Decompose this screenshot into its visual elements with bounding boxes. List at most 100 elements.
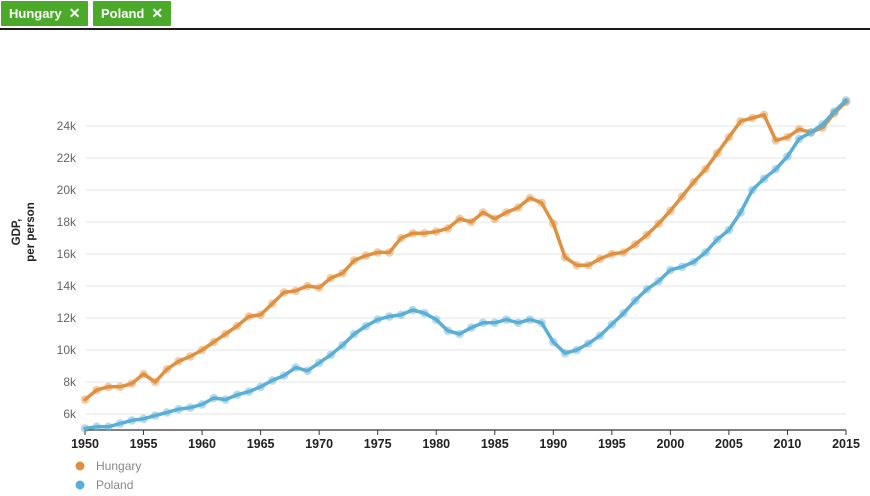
data-point-poland [174, 404, 183, 414]
data-point-hungary [724, 132, 734, 142]
data-point-poland [396, 310, 406, 320]
data-point-hungary [642, 230, 652, 240]
data-point-hungary [104, 382, 113, 392]
data-point-poland [443, 326, 453, 336]
data-point-poland [736, 208, 745, 217]
data-point-hungary [373, 248, 382, 257]
data-point-hungary [584, 260, 593, 270]
data-point-poland [537, 318, 546, 328]
data-point-poland [584, 339, 593, 348]
data-point-hungary [303, 281, 312, 291]
data-point-poland [502, 315, 511, 324]
legend-label-poland: Poland [96, 478, 133, 492]
data-point-poland [431, 315, 441, 324]
data-point-hungary [560, 252, 570, 262]
y-tick-label: 18k [57, 215, 77, 229]
data-point-poland [630, 296, 640, 305]
data-point-hungary [349, 256, 359, 265]
data-point-hungary [502, 208, 511, 217]
close-icon[interactable]: ✕ [68, 5, 81, 21]
filter-chip-label: Hungary [9, 6, 62, 21]
data-point-hungary [771, 136, 781, 145]
data-point-hungary [256, 310, 265, 320]
data-point-hungary [385, 248, 394, 257]
data-point-poland [759, 174, 769, 184]
y-tick-label: 16k [57, 247, 77, 261]
data-point-poland [666, 265, 675, 275]
data-point-poland [80, 424, 90, 433]
data-point-poland [748, 185, 757, 195]
data-point-hungary [712, 148, 722, 158]
data-point-poland [139, 414, 148, 424]
data-point-hungary [619, 248, 628, 257]
y-tick-label: 12k [57, 311, 77, 325]
data-point-hungary [455, 214, 464, 224]
data-point-poland [560, 348, 570, 358]
data-point-poland [701, 248, 710, 257]
data-point-hungary [478, 208, 488, 217]
data-point-hungary [677, 192, 687, 201]
data-point-poland [279, 371, 289, 380]
filter-bar: Hungary ✕ Poland ✕ [0, 0, 870, 30]
series-group [80, 96, 851, 433]
data-point-poland [654, 276, 663, 286]
data-point-poland [373, 315, 382, 324]
data-point-poland [724, 225, 734, 235]
data-point-poland [806, 128, 816, 137]
filter-chip-poland[interactable]: Poland ✕ [93, 1, 172, 26]
gridlines [85, 125, 846, 415]
data-point-poland [244, 387, 254, 396]
y-tick-label: 10k [57, 343, 77, 357]
data-point-poland [349, 329, 359, 339]
filter-chip-hungary[interactable]: Hungary ✕ [1, 1, 89, 26]
series-line-poland [83, 98, 848, 431]
data-point-hungary [794, 124, 804, 134]
data-point-poland [818, 120, 827, 129]
data-point-hungary [361, 251, 371, 260]
y-tick-label: 6k [63, 407, 77, 421]
data-point-hungary [92, 385, 102, 395]
data-point-hungary [666, 206, 675, 216]
data-point-hungary [150, 377, 160, 387]
data-point-poland [549, 337, 558, 347]
data-point-poland [303, 366, 312, 376]
data-point-hungary [127, 379, 137, 388]
data-point-hungary [595, 254, 605, 264]
y-tick-label: 14k [57, 279, 77, 293]
close-icon[interactable]: ✕ [151, 5, 164, 21]
data-point-poland [771, 164, 781, 174]
data-point-hungary [139, 369, 148, 379]
data-point-hungary [572, 260, 582, 270]
x-tick-label: 2000 [656, 437, 684, 451]
data-point-hungary [174, 356, 183, 366]
x-tick-label: 1975 [364, 437, 392, 451]
data-point-hungary [490, 214, 500, 224]
legend-marker-hungary [75, 461, 85, 471]
x-tick-label: 1965 [247, 437, 275, 451]
data-point-hungary [759, 110, 769, 120]
y-axis-label-line2: per person [25, 202, 37, 261]
data-point-hungary [431, 227, 441, 236]
data-point-poland [338, 340, 347, 350]
data-point-poland [162, 408, 172, 417]
data-point-poland [712, 235, 722, 244]
data-point-poland [361, 321, 371, 331]
data-point-hungary [186, 352, 195, 361]
y-axis-label-line1: GDP, [11, 219, 23, 246]
data-point-hungary [748, 113, 757, 123]
y-tick-label: 22k [57, 151, 77, 165]
data-point-poland [595, 331, 605, 340]
data-point-poland [607, 320, 617, 329]
x-tick-label: 2015 [832, 437, 860, 451]
data-point-hungary [232, 321, 242, 331]
data-point-hungary [209, 337, 219, 347]
data-point-hungary [607, 249, 617, 259]
data-point-hungary [408, 228, 418, 238]
data-point-poland [420, 308, 429, 318]
data-point-hungary [162, 364, 172, 374]
y-axis-ticks: 6k 8k 10k 12k 14k 16k 18k 20k 22k 24k [57, 119, 77, 421]
legend-label-hungary: Hungary [96, 459, 141, 473]
data-point-poland [525, 315, 535, 324]
data-point-hungary [291, 286, 301, 296]
data-point-hungary [537, 198, 546, 208]
